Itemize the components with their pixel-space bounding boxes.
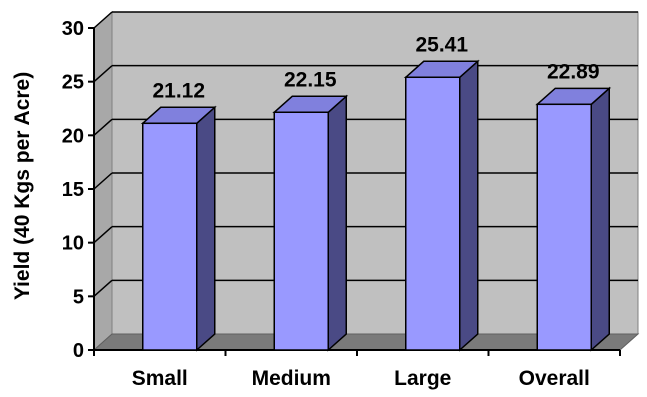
gridline-depth xyxy=(93,11,113,29)
gridline-depth xyxy=(93,279,113,297)
y-tick-label: 10 xyxy=(62,233,84,255)
bar-side xyxy=(459,59,479,352)
y-tick-label: 5 xyxy=(73,286,84,308)
bar-front xyxy=(142,122,198,351)
y-axis-label: Yield (40 Kgs per Acre) xyxy=(11,72,34,300)
x-tick-labels: Small Medium Large Overall xyxy=(132,367,590,390)
data-label: 22.89 xyxy=(547,60,600,83)
y-tick-label: 20 xyxy=(62,125,84,147)
data-labels: 21.12 22.15 25.41 22.89 xyxy=(152,33,599,102)
bar-side xyxy=(196,105,216,352)
bar xyxy=(403,59,480,352)
y-tick-label: 15 xyxy=(62,179,84,201)
y-tick-label: 30 xyxy=(62,18,84,40)
y-tick-label: 0 xyxy=(73,340,84,362)
bar xyxy=(272,94,349,352)
x-tick-label: Large xyxy=(394,367,451,390)
gridline-depth xyxy=(93,172,113,190)
data-label: 25.41 xyxy=(415,33,468,56)
bar-front xyxy=(405,76,461,351)
bars xyxy=(140,59,612,352)
bar xyxy=(140,105,217,352)
bar-side xyxy=(590,86,610,352)
gridline-depth xyxy=(93,65,113,83)
x-tick-label: Medium xyxy=(252,367,331,390)
data-label: 21.12 xyxy=(152,79,205,102)
y-tick-labels: 0 5 10 15 20 25 30 xyxy=(62,18,84,362)
y-tick-label: 25 xyxy=(62,72,84,94)
bar-side xyxy=(327,94,347,352)
gridline-depth xyxy=(93,118,113,136)
gridline-depth xyxy=(93,226,113,244)
data-label: 22.15 xyxy=(284,68,337,91)
x-tick-label: Small xyxy=(132,367,188,390)
bar-front xyxy=(536,103,592,351)
x-tick-label: Overall xyxy=(519,367,590,390)
bar xyxy=(535,86,612,352)
bar-front xyxy=(273,111,329,351)
